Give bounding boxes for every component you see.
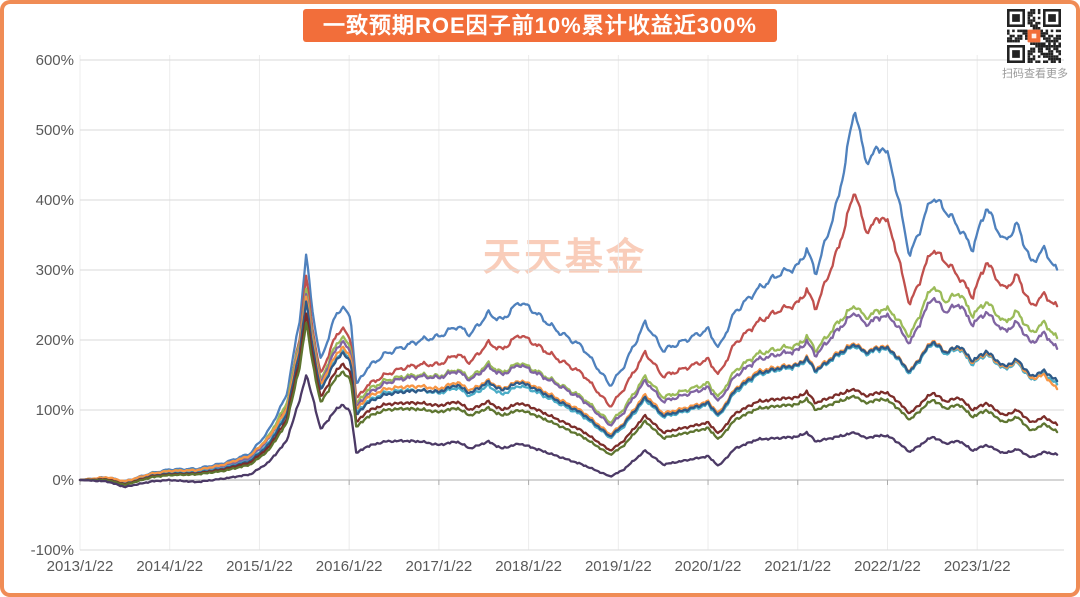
line-series-group-10: [78, 374, 1059, 489]
y-axis-tick-label: 0%: [52, 472, 74, 489]
line-series-group-7: [78, 300, 1059, 486]
x-axis-tick-label: 2014/1/22: [136, 558, 203, 575]
line-series-group-1: [78, 111, 1059, 483]
x-axis-tick-label: 2020/1/22: [675, 558, 742, 575]
x-axis-tick-label: 2016/1/22: [316, 558, 383, 575]
y-axis-tick-label: 100%: [36, 402, 74, 419]
y-axis-tick-label: 600%: [36, 52, 74, 69]
line-series-group-4: [78, 293, 1059, 484]
qr-caption: 扫码查看更多: [1002, 68, 1068, 80]
y-axis-tick-label: -100%: [31, 542, 74, 559]
y-axis-tick-label: 500%: [36, 122, 74, 139]
x-axis-tick-label: 2021/1/22: [764, 558, 831, 575]
x-axis-tick-label: 2018/1/22: [495, 558, 562, 575]
y-axis-tick-label: 400%: [36, 192, 74, 209]
qr-code: [1007, 9, 1061, 63]
x-axis-tick-label: 2023/1/22: [944, 558, 1011, 575]
line-series-group-9: [78, 321, 1059, 487]
line-series-group-8: [78, 312, 1059, 486]
x-axis-tick-label: 2013/1/22: [47, 558, 114, 575]
x-axis-tick-label: 2015/1/22: [226, 558, 293, 575]
x-axis-tick-label: 2019/1/22: [585, 558, 652, 575]
y-axis-tick-label: 200%: [36, 332, 74, 349]
chart-title-banner: 一致预期ROE因子前10%累计收益近300%: [303, 9, 777, 42]
y-axis-tick-label: 300%: [36, 262, 74, 279]
x-axis-tick-label: 2017/1/22: [406, 558, 473, 575]
x-axis-tick-label: 2022/1/22: [854, 558, 921, 575]
watermark: 天天基金: [482, 237, 647, 279]
